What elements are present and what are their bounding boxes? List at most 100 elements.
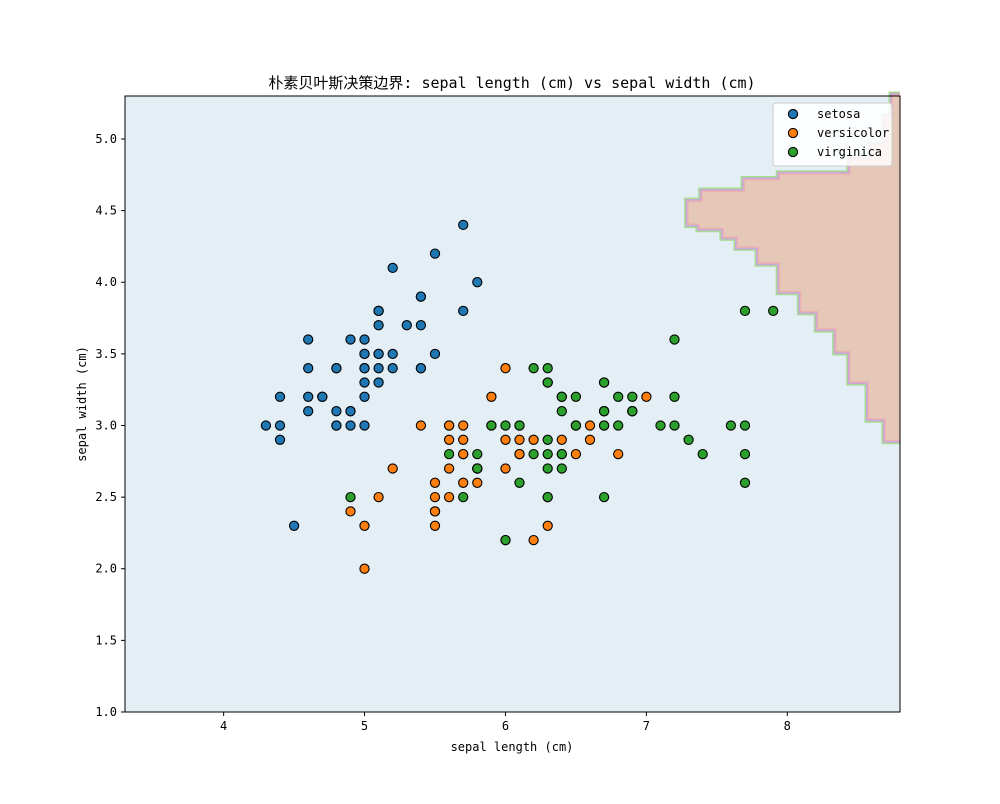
data-point-versicolor xyxy=(500,463,511,474)
data-point-setosa xyxy=(345,334,356,345)
data-point-virginica xyxy=(669,420,680,431)
legend-label-virginica: virginica xyxy=(817,145,882,159)
y-tick-label: 1.0 xyxy=(95,705,117,719)
data-point-versicolor xyxy=(584,434,596,445)
data-point-setosa xyxy=(303,363,314,374)
data-point-setosa xyxy=(303,406,314,417)
data-point-setosa xyxy=(331,363,342,374)
data-point-versicolor xyxy=(500,363,511,374)
data-point-versicolor xyxy=(429,520,441,531)
y-tick-label: 4.0 xyxy=(95,275,117,289)
data-point-virginica xyxy=(500,420,511,431)
data-point-virginica xyxy=(655,420,666,431)
data-point-setosa xyxy=(415,320,427,331)
chart-title: 朴素贝叶斯决策边界: sepal length (cm) vs sepal wi… xyxy=(268,74,755,92)
data-point-versicolor xyxy=(458,434,469,445)
data-point-setosa xyxy=(429,248,441,259)
data-point-virginica xyxy=(556,448,567,460)
data-point-setosa xyxy=(373,320,384,331)
data-point-virginica xyxy=(443,448,455,460)
data-point-setosa xyxy=(415,291,427,302)
data-point-versicolor xyxy=(514,448,525,460)
data-point-versicolor xyxy=(345,506,356,517)
data-point-virginica xyxy=(472,448,483,460)
data-point-virginica xyxy=(669,391,680,402)
data-point-virginica xyxy=(739,477,751,488)
data-point-setosa xyxy=(373,377,384,388)
data-point-virginica xyxy=(472,463,483,474)
data-point-setosa xyxy=(359,363,370,374)
data-point-setosa xyxy=(274,420,286,431)
data-point-setosa xyxy=(260,420,272,431)
data-point-setosa xyxy=(288,520,300,531)
series-setosa xyxy=(260,219,483,531)
region-virginica-fill xyxy=(688,96,900,440)
data-point-setosa xyxy=(429,348,441,360)
data-point-virginica xyxy=(556,463,567,474)
data-point-setosa xyxy=(387,262,398,274)
y-tick-label: 4.5 xyxy=(95,204,117,218)
data-point-versicolor xyxy=(359,520,370,531)
data-point-virginica xyxy=(542,463,553,474)
data-point-virginica xyxy=(598,377,610,388)
data-point-versicolor xyxy=(542,520,553,531)
data-point-setosa xyxy=(387,348,398,360)
legend-marker-versicolor xyxy=(787,127,799,139)
data-point-setosa xyxy=(331,420,342,431)
data-point-virginica xyxy=(627,391,638,402)
data-point-virginica xyxy=(486,420,497,431)
data-point-versicolor xyxy=(528,534,539,546)
data-point-virginica xyxy=(627,406,638,417)
x-axis-label: sepal length (cm) xyxy=(451,740,574,754)
data-point-virginica xyxy=(542,363,553,374)
data-point-setosa xyxy=(274,391,286,402)
legend: setosa versicolor virginica xyxy=(772,102,893,167)
data-point-setosa xyxy=(359,377,370,388)
data-point-setosa xyxy=(359,334,370,345)
data-point-virginica xyxy=(725,420,737,431)
data-point-versicolor xyxy=(584,420,596,431)
y-tick-label: 2.0 xyxy=(95,562,117,576)
data-point-virginica xyxy=(768,305,779,317)
data-point-versicolor xyxy=(641,391,652,402)
data-point-virginica xyxy=(542,434,553,445)
data-point-virginica xyxy=(542,377,553,388)
data-point-setosa xyxy=(373,363,384,374)
data-point-setosa xyxy=(303,391,314,402)
data-point-setosa xyxy=(274,434,286,445)
data-point-versicolor xyxy=(458,477,469,488)
data-point-setosa xyxy=(331,406,342,417)
data-point-virginica xyxy=(528,363,539,374)
data-point-virginica xyxy=(739,448,751,460)
data-point-versicolor xyxy=(613,448,624,460)
data-point-versicolor xyxy=(514,434,525,445)
data-point-setosa xyxy=(401,320,412,331)
data-point-setosa xyxy=(317,391,328,402)
data-point-versicolor xyxy=(443,434,455,445)
x-tick-label: 4 xyxy=(220,719,227,733)
data-point-versicolor xyxy=(415,420,427,431)
y-tick-label: 3.0 xyxy=(95,418,117,432)
data-point-setosa xyxy=(345,406,356,417)
data-point-virginica xyxy=(528,448,539,460)
data-point-virginica xyxy=(570,391,582,402)
data-point-virginica xyxy=(683,434,694,445)
legend-marker-setosa xyxy=(787,108,799,120)
data-point-versicolor xyxy=(486,391,497,402)
data-point-virginica xyxy=(542,448,553,460)
y-tick-label: 2.5 xyxy=(95,490,117,504)
plot-area: 4 5 6 7 8 1.0 1.5 2.0 2.5 3.0 3.5 4.0 4.5 5.0 xyxy=(95,91,901,733)
data-point-setosa xyxy=(345,420,356,431)
data-point-virginica xyxy=(345,491,356,503)
y-tick-label: 5.0 xyxy=(95,132,117,146)
data-point-setosa xyxy=(303,334,314,345)
legend-box xyxy=(772,102,893,167)
legend-label-setosa: setosa xyxy=(817,107,860,121)
data-point-versicolor xyxy=(387,463,398,474)
data-point-versicolor xyxy=(556,434,567,445)
data-point-setosa xyxy=(359,391,370,402)
data-point-versicolor xyxy=(429,477,441,488)
data-point-setosa xyxy=(387,363,398,374)
data-point-versicolor xyxy=(429,491,441,503)
y-axis-label: sepal width (cm) xyxy=(75,346,89,462)
